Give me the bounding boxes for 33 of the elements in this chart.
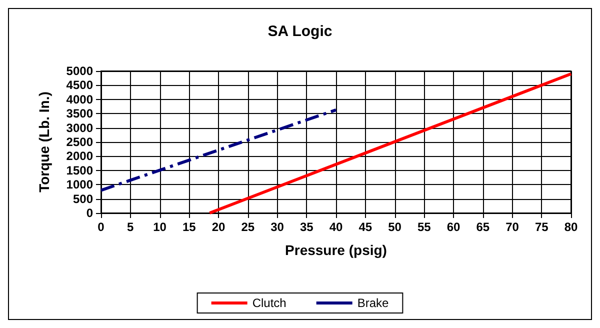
y-tick-label: 5000 xyxy=(66,64,94,78)
legend-label: Clutch xyxy=(252,296,286,310)
x-tick-label: 30 xyxy=(270,220,284,234)
chart-title: SA Logic xyxy=(268,23,332,40)
x-tick-label: 60 xyxy=(446,220,460,234)
y-tick-label: 2000 xyxy=(66,149,94,164)
y-axis-title: Torque (Lb. In.) xyxy=(36,92,52,192)
y-tick-label: 0 xyxy=(86,206,94,220)
y-tick-label: 4000 xyxy=(66,92,94,106)
x-tick-label: 0 xyxy=(98,220,105,234)
y-tick-label: 4500 xyxy=(66,78,94,92)
y-tick-label: 2500 xyxy=(66,135,94,149)
y-tick-label: 3000 xyxy=(66,120,94,135)
legend-label: Brake xyxy=(357,296,390,310)
x-tick-label: 10 xyxy=(153,220,167,234)
y-tick-label: 3500 xyxy=(66,106,94,121)
x-tick-label: 70 xyxy=(506,220,520,234)
x-tick-label: 80 xyxy=(564,220,578,234)
x-tick-label: 75 xyxy=(534,220,549,234)
x-tick-label: 45 xyxy=(358,220,372,234)
x-tick-label: 50 xyxy=(388,220,402,234)
x-axis-title: Pressure (psig) xyxy=(285,242,387,258)
y-tick-label: 1000 xyxy=(66,178,94,192)
y-tick-label: 500 xyxy=(72,192,94,206)
x-tick-label: 5 xyxy=(127,220,134,234)
x-tick-label: 40 xyxy=(329,220,343,234)
y-tick-label: 1500 xyxy=(66,163,94,178)
x-tick-label: 25 xyxy=(241,220,255,234)
x-tick-label: 35 xyxy=(300,220,314,234)
x-tick-label: 20 xyxy=(212,220,226,234)
x-tick-label: 15 xyxy=(182,220,196,234)
x-tick-label: 55 xyxy=(417,220,432,234)
x-tick-label: 65 xyxy=(476,220,490,234)
